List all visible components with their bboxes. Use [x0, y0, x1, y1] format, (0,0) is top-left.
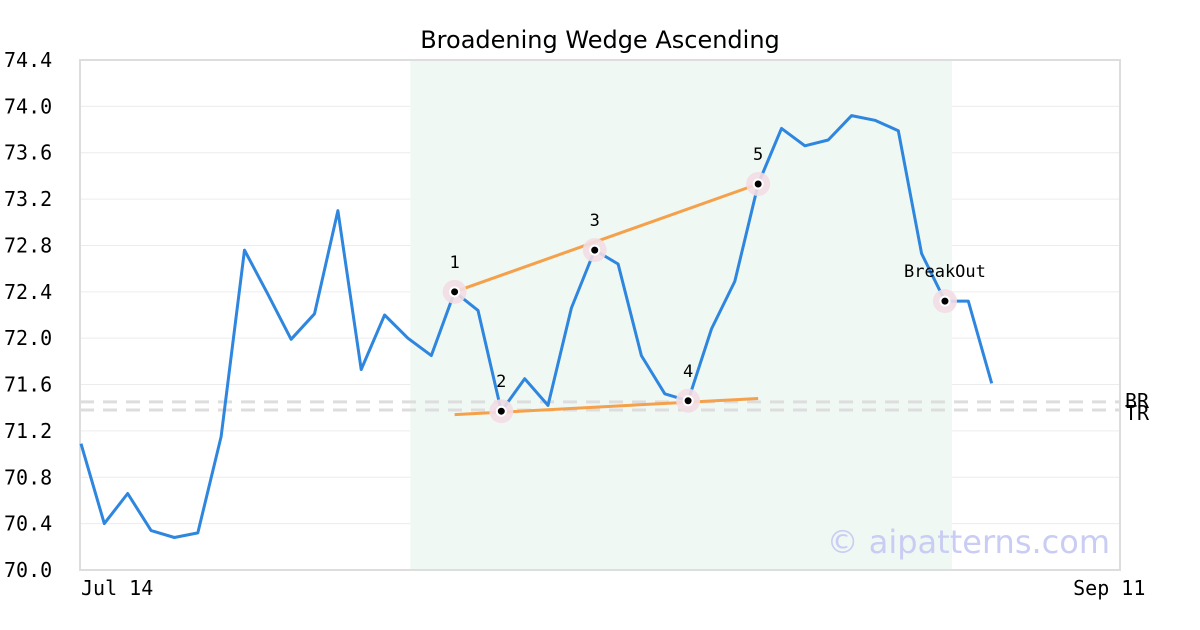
y-tick-label: 73.6 [4, 141, 52, 165]
y-tick-label: 74.0 [4, 94, 52, 118]
reference-line-label: TR [1125, 401, 1150, 425]
y-tick-label: 72.8 [4, 233, 52, 257]
x-tick-label: Jul 14 [81, 576, 153, 600]
pivots-layer: 1 2 3 4 5 BreakOut [442, 145, 986, 424]
y-tick-label: 71.2 [4, 419, 52, 443]
series-layer [79, 114, 994, 539]
y-tick-label: 70.4 [4, 512, 52, 536]
y-tick-label: 72.0 [4, 326, 52, 350]
pivot-label: 2 [496, 372, 506, 392]
y-tick-label: 70.0 [4, 558, 52, 582]
x-axis-ticks: Jul 14 Sep 11 [81, 576, 1145, 600]
y-tick-label: 74.4 [4, 48, 52, 72]
pivot-point [449, 286, 461, 298]
pivot-point [939, 295, 951, 307]
pivot-label: 5 [753, 145, 763, 165]
plot-frame [79, 59, 1121, 571]
price-series-line [79, 114, 994, 539]
pivot-point [589, 244, 601, 256]
y-tick-label: 71.6 [4, 373, 52, 397]
y-axis-ticks: 70.0 70.4 70.8 71.2 71.6 72.0 72.4 72.8 73.2 73.6… [4, 48, 52, 582]
y-tick-label: 73.2 [4, 187, 52, 211]
y-tick-label: 70.8 [4, 465, 52, 489]
pattern-region-layer [410, 60, 952, 570]
pivot-point [495, 405, 507, 417]
y-tick-label: 72.4 [4, 280, 52, 304]
chart-title: Broadening Wedge Ascending [420, 26, 780, 54]
pivot-point [752, 178, 764, 190]
pivot-label: BreakOut [904, 262, 986, 282]
pivot-label: 3 [590, 211, 600, 231]
x-tick-label: Sep 11 [1073, 576, 1145, 600]
watermark: © aipatterns.com [827, 523, 1110, 561]
pattern-region [410, 60, 952, 570]
pivot-label: 1 [449, 253, 459, 273]
trendline-upper [454, 182, 759, 294]
reference-line-label: BR [1125, 389, 1150, 413]
pivot-point [682, 395, 694, 407]
pivot-label: 4 [683, 362, 693, 382]
